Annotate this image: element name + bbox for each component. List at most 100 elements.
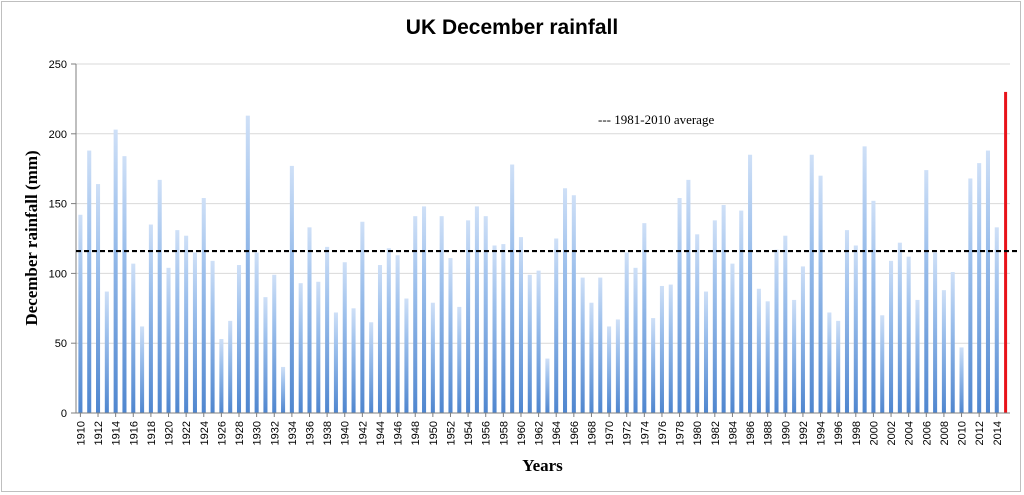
bar-2012 <box>977 163 982 413</box>
bar-1934 <box>289 165 294 413</box>
x-tick-label: 1986 <box>745 421 757 445</box>
bar-1961 <box>527 274 532 413</box>
bar-1959 <box>510 164 515 413</box>
bar-1990 <box>783 235 788 413</box>
bar-1944 <box>377 265 383 413</box>
bar-1911 <box>87 150 92 413</box>
x-tick-label: 2004 <box>904 421 916 445</box>
bar-1986 <box>748 154 753 414</box>
bar-1955 <box>474 206 479 413</box>
x-tick-label: 1950 <box>428 421 440 445</box>
x-tick-label: 1934 <box>287 421 299 445</box>
bar-1970 <box>607 326 612 413</box>
bar-1938 <box>325 246 330 413</box>
bar-1974 <box>642 223 647 413</box>
bar-1924 <box>201 198 206 413</box>
bar-1992 <box>800 266 805 413</box>
bar-1960 <box>518 237 523 413</box>
bar-1918 <box>148 224 153 413</box>
x-tick-label: 1922 <box>181 421 193 445</box>
bar-1936 <box>307 227 312 413</box>
bar-2010 <box>959 347 964 413</box>
bar-1971 <box>615 319 620 413</box>
bar-1963 <box>545 358 550 413</box>
bar-2005 <box>915 299 920 413</box>
x-tick-label: 1984 <box>727 421 739 445</box>
bar-1976 <box>659 285 664 413</box>
bar-1968 <box>589 302 594 413</box>
x-tick-label: 1940 <box>340 421 352 445</box>
x-tick-label: 1966 <box>569 421 581 445</box>
bar-1933 <box>281 366 286 413</box>
bar-1985 <box>739 210 744 413</box>
bar-1947 <box>404 298 409 413</box>
chart-title: UK December rainfall <box>405 16 619 39</box>
bar-1921 <box>175 230 180 413</box>
bars <box>78 91 1008 414</box>
bar-1939 <box>333 312 338 413</box>
bar-1994 <box>818 175 823 413</box>
x-tick-label: 2010 <box>957 421 969 445</box>
x-tick-label: 1972 <box>622 421 634 445</box>
bar-2001 <box>880 315 885 413</box>
bar-1926 <box>219 339 224 413</box>
bar-1920 <box>166 267 171 413</box>
bar-1957 <box>492 245 497 413</box>
bar-1978 <box>677 198 682 413</box>
y-tick-label: 100 <box>49 268 67 280</box>
bar-2008 <box>941 290 946 413</box>
bar-1995 <box>827 312 832 413</box>
x-tick-label: 1948 <box>410 421 422 445</box>
bar-highlight-2015 <box>1004 91 1008 414</box>
bar-1945 <box>386 248 391 413</box>
x-tick-label: 1962 <box>534 421 546 445</box>
bar-1958 <box>501 244 506 413</box>
bar-1932 <box>272 274 277 413</box>
x-tick-label: 1926 <box>216 421 228 445</box>
bar-1952 <box>448 258 453 413</box>
y-tick-label: 50 <box>55 338 67 350</box>
y-tick-label: 150 <box>49 199 67 211</box>
axes: 0 50 100 150 200 250 1910 1912 1914 1916 1918 1920 1… <box>49 59 1010 445</box>
bar-1928 <box>236 265 242 413</box>
x-tick-label: 1920 <box>164 421 176 445</box>
bar-2002 <box>889 260 894 413</box>
x-tick-label: 2012 <box>974 421 986 445</box>
bar-1997 <box>844 230 850 413</box>
x-tick-label: 2006 <box>921 421 933 445</box>
bar-1935 <box>298 283 303 413</box>
bar-1930 <box>254 252 259 413</box>
bar-1956 <box>483 216 488 413</box>
average-legend-label: --- 1981-2010 average <box>598 112 714 127</box>
bar-1949 <box>422 206 427 413</box>
y-tick-label: 250 <box>49 59 67 71</box>
x-tick-label: 1956 <box>481 421 493 445</box>
bar-1988 <box>765 301 770 413</box>
x-axis-title: Years <box>522 456 563 475</box>
bar-1965 <box>563 188 568 413</box>
x-tick-label: 1990 <box>780 421 792 445</box>
x-tick-label: 1912 <box>93 421 105 445</box>
x-tick-label: 1964 <box>551 421 563 445</box>
y-tick-label: 0 <box>61 408 67 420</box>
bar-2000 <box>871 200 876 413</box>
x-tick-label: 1944 <box>375 421 387 445</box>
bar-1975 <box>651 318 656 413</box>
bar-1979 <box>686 179 691 413</box>
x-tick-label: 1946 <box>393 421 405 445</box>
x-tick-label: 1942 <box>357 421 369 445</box>
x-tick-label: 1928 <box>234 421 246 445</box>
bar-1937 <box>316 281 321 413</box>
bar-1996 <box>836 320 841 413</box>
bar-1969 <box>598 277 603 413</box>
x-tick-label: 1918 <box>146 421 158 445</box>
bar-2009 <box>950 272 955 413</box>
bar-1916 <box>131 263 136 413</box>
bar-1927 <box>228 320 233 413</box>
bar-1912 <box>96 184 101 413</box>
bar-1962 <box>536 270 541 413</box>
bar-1910 <box>78 214 83 413</box>
x-tick-label: 2014 <box>992 421 1004 445</box>
x-tick-label: 2008 <box>939 421 951 445</box>
